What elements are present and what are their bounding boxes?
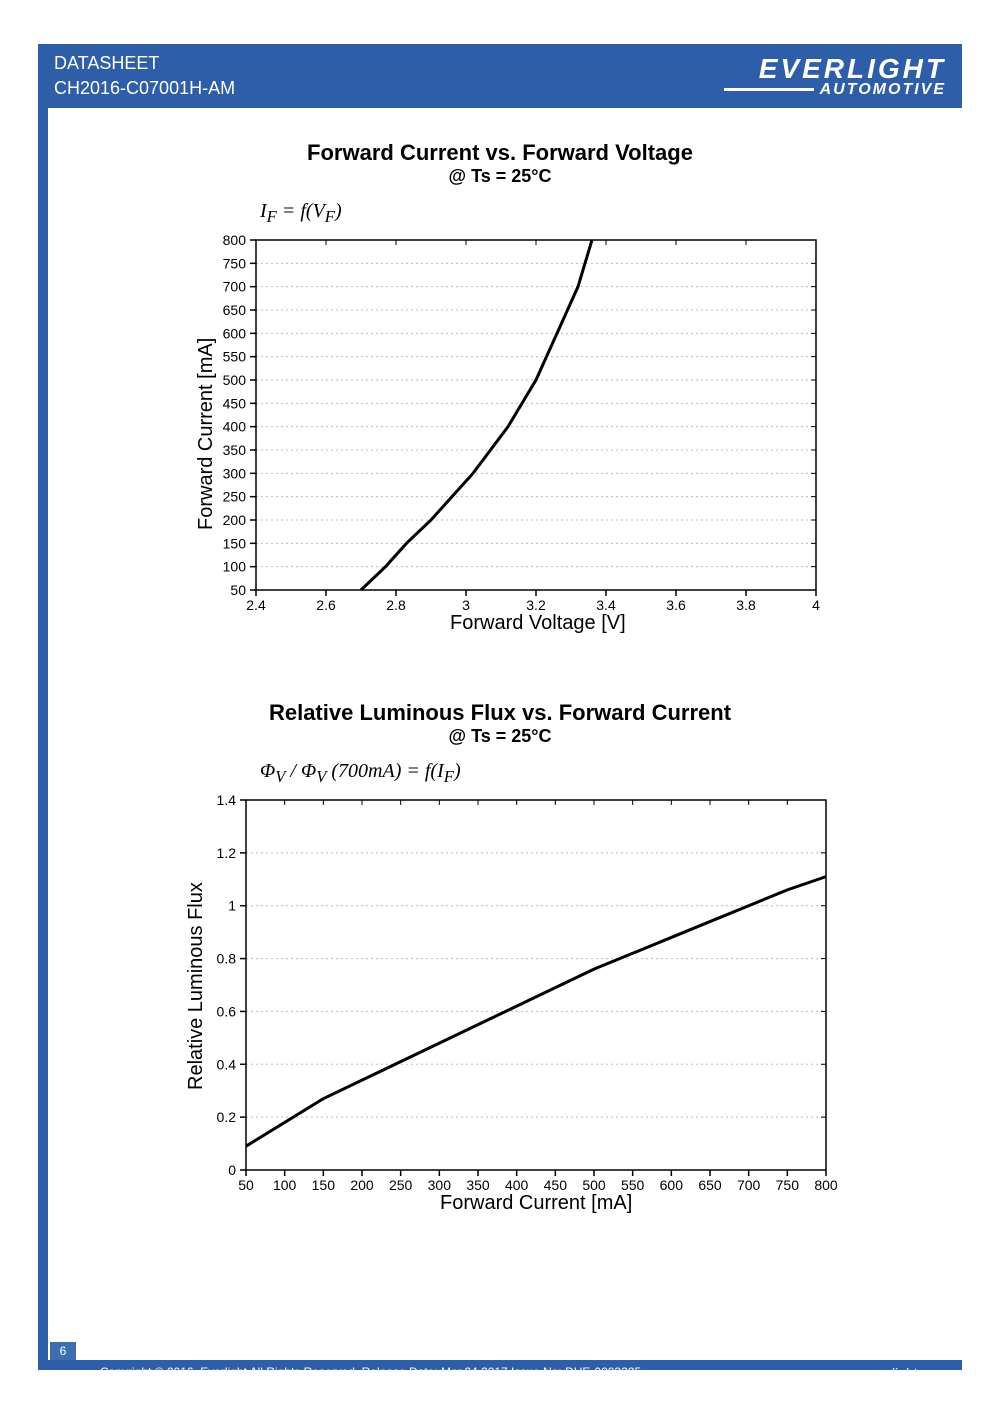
svg-text:1.2: 1.2 [217, 845, 237, 861]
svg-text:450: 450 [544, 1177, 568, 1193]
svg-text:0.8: 0.8 [217, 951, 237, 967]
svg-text:0.2: 0.2 [217, 1109, 237, 1125]
svg-text:800: 800 [814, 1177, 838, 1193]
svg-text:1: 1 [228, 898, 236, 914]
svg-text:300: 300 [428, 1177, 452, 1193]
svg-text:550: 550 [621, 1177, 645, 1193]
svg-text:100: 100 [273, 1177, 297, 1193]
chart2: 0 0.2 0.4 0.6 0.8 1 1.2 1.4 50 100 150 200 250 300 350… [0, 0, 1000, 1300]
svg-text:150: 150 [312, 1177, 336, 1193]
svg-text:650: 650 [698, 1177, 722, 1193]
svg-text:350: 350 [466, 1177, 490, 1193]
svg-text:700: 700 [737, 1177, 761, 1193]
svg-text:250: 250 [389, 1177, 413, 1193]
svg-text:200: 200 [350, 1177, 374, 1193]
svg-text:50: 50 [238, 1177, 254, 1193]
chart2-ylabel: Relative Luminous Flux [185, 882, 208, 1090]
svg-text:400: 400 [505, 1177, 529, 1193]
svg-text:500: 500 [582, 1177, 606, 1193]
copyright-text: Copyright © 2016, Everlight All Rights R… [100, 1365, 641, 1379]
svg-text:0.6: 0.6 [217, 1003, 237, 1019]
svg-text:750: 750 [776, 1177, 800, 1193]
page: DATASHEET CH2016-C07001H-AM EVERLIGHT AU… [0, 0, 1000, 1414]
svg-text:600: 600 [660, 1177, 684, 1193]
page-number: 6 [50, 1342, 76, 1360]
svg-text:0.4: 0.4 [217, 1056, 237, 1072]
footer-url: www.everlight.com [831, 1365, 948, 1381]
svg-text:0: 0 [228, 1162, 236, 1178]
chart2-xlabel: Forward Current [mA] [440, 1192, 632, 1215]
svg-text:1.4: 1.4 [217, 792, 237, 808]
